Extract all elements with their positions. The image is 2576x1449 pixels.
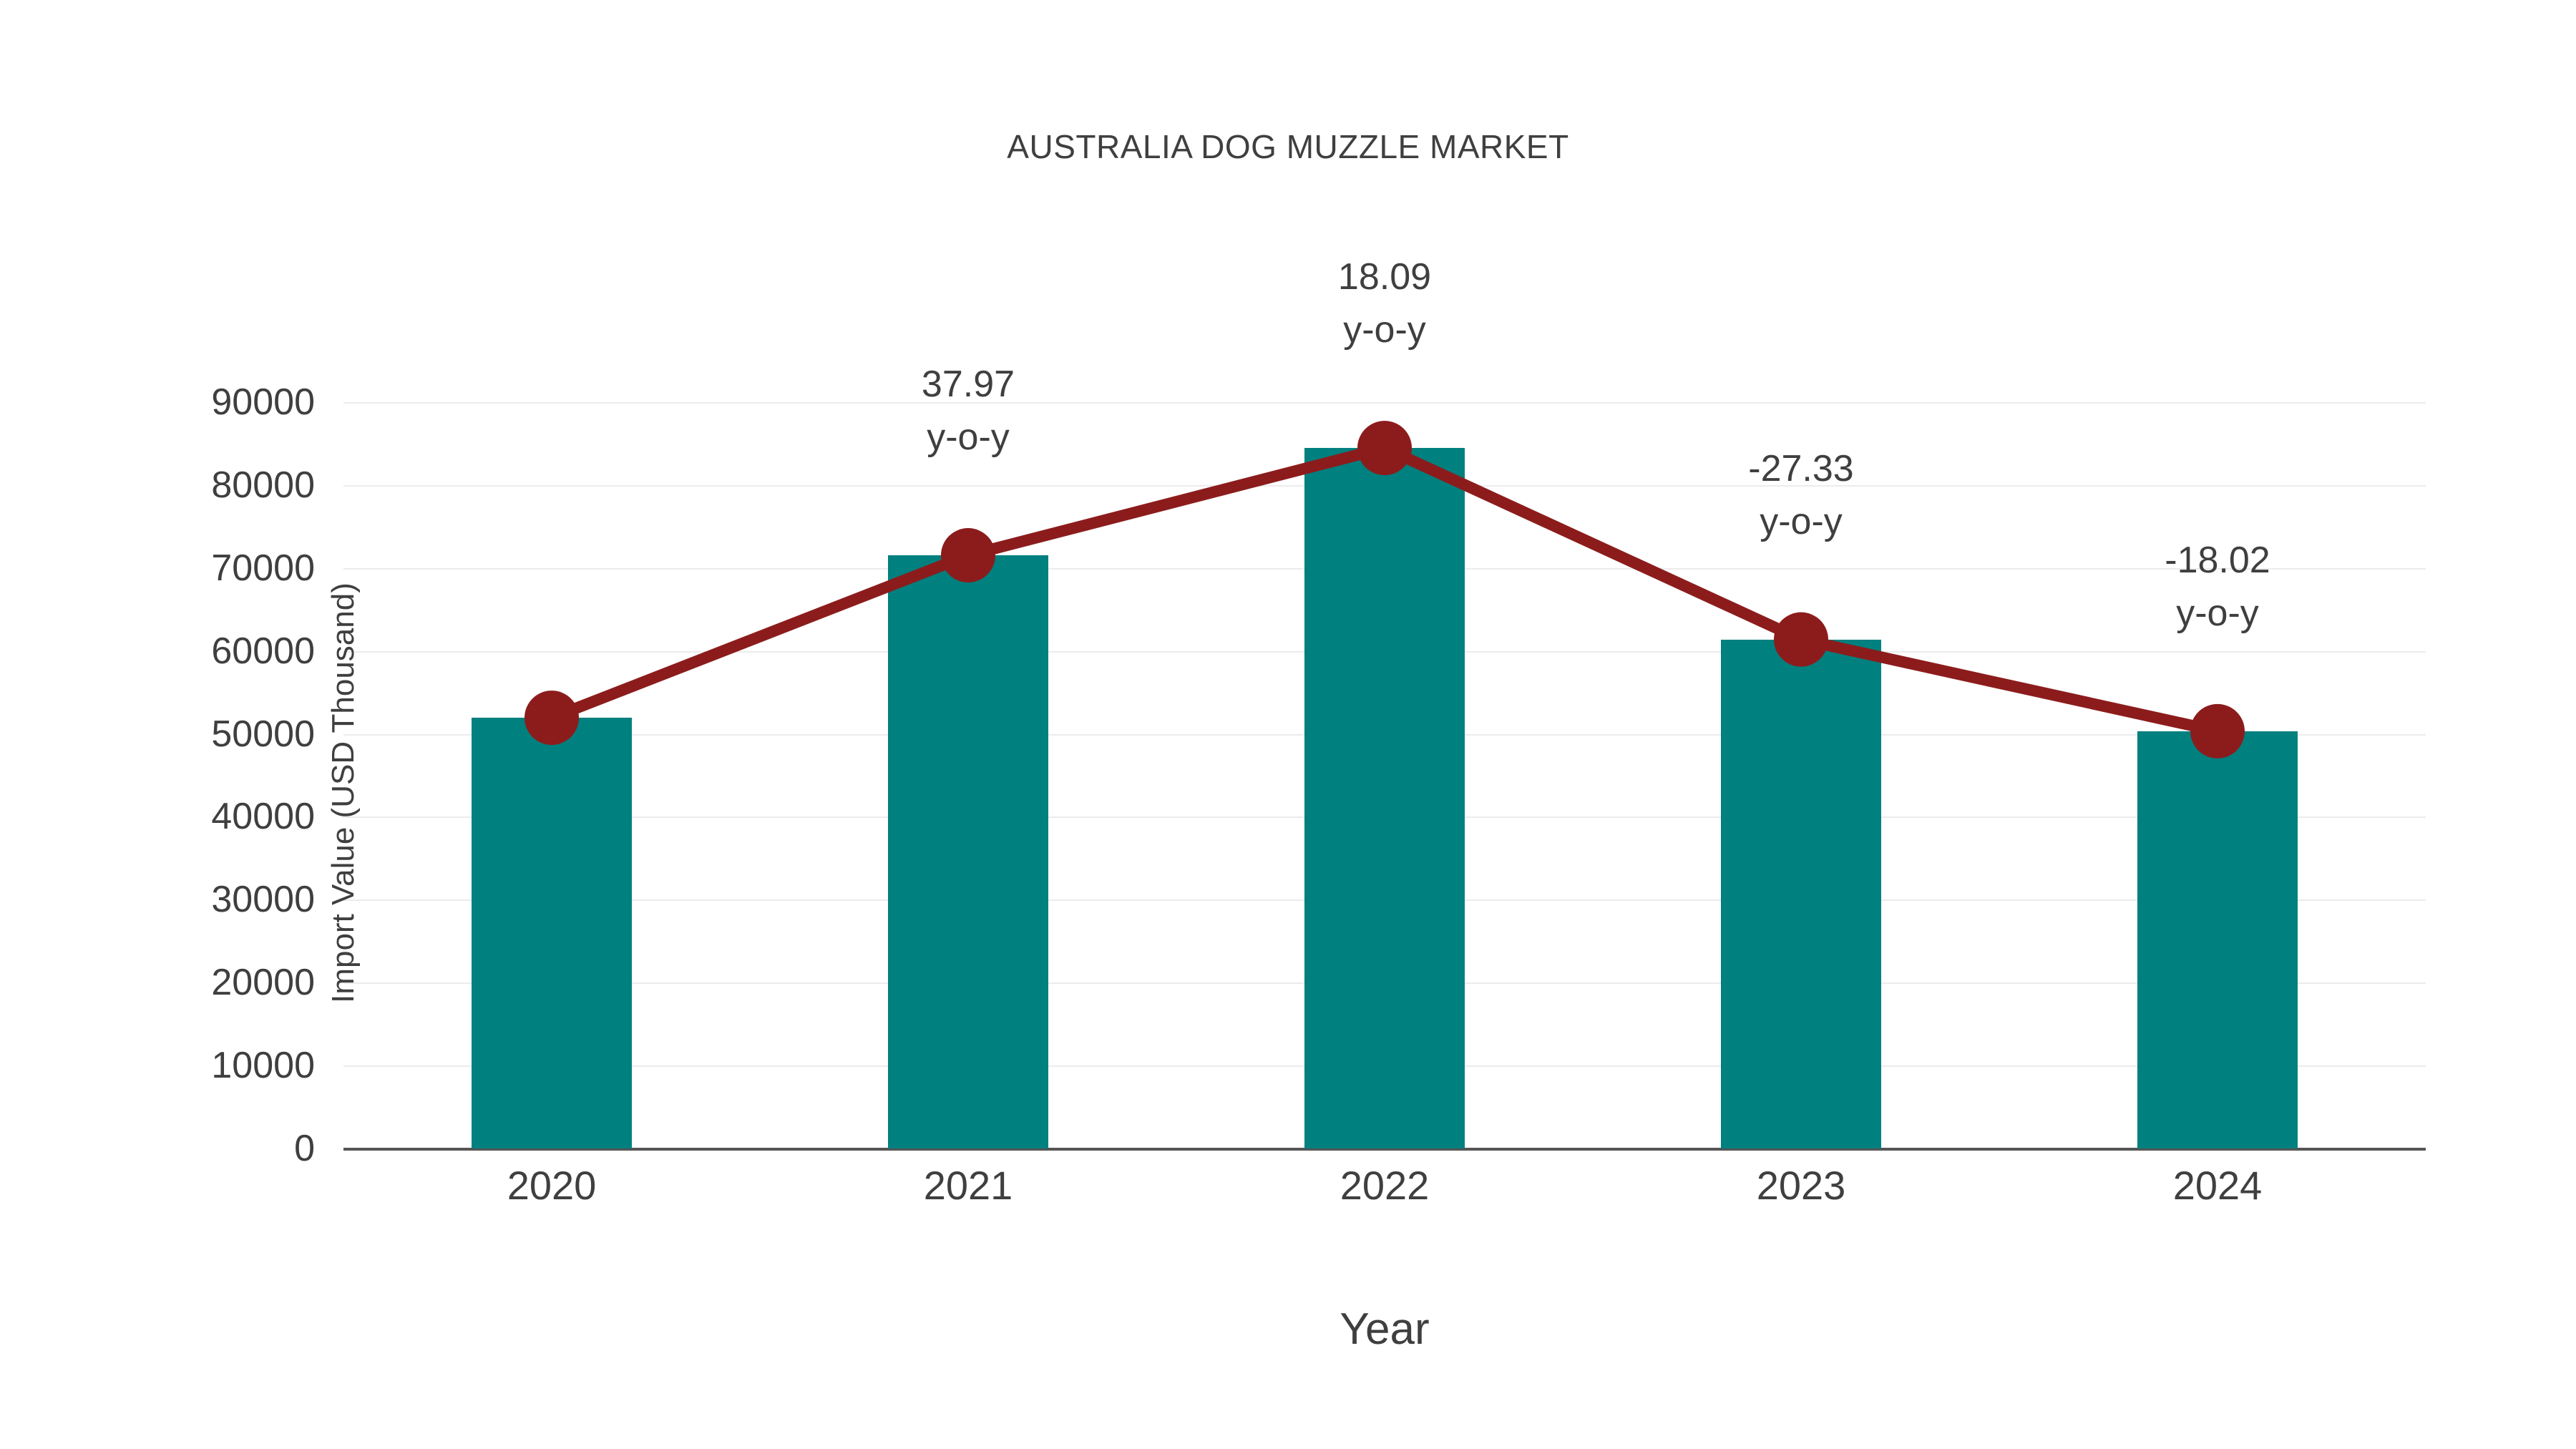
y-axis-tick-label: 40000 xyxy=(211,796,315,838)
yoy-value: -18.02 xyxy=(2165,539,2270,581)
yoy-annotation-2024: -18.02 y-o-y xyxy=(2031,535,2404,640)
bar-2022 xyxy=(1304,448,1465,1148)
y-axis-tick-label: 0 xyxy=(294,1128,315,1169)
yoy-annotation-2023: -27.33 y-o-y xyxy=(1615,443,1987,549)
yoy-unit: y-o-y xyxy=(927,416,1010,458)
gridline xyxy=(343,402,2426,404)
x-axis-tick-label-2024: 2024 xyxy=(2172,1163,2263,1208)
bar-2024 xyxy=(2137,731,2298,1148)
yoy-unit: y-o-y xyxy=(2176,592,2259,634)
x-axis-tick-label-2021: 2021 xyxy=(923,1163,1013,1208)
y-axis-title: Import Value (USD Thousand) xyxy=(326,582,361,1003)
x-axis-title: Year xyxy=(1340,1304,1430,1354)
y-axis-tick-label: 60000 xyxy=(211,630,315,672)
x-axis-line xyxy=(343,1148,2426,1151)
yoy-unit: y-o-y xyxy=(1343,308,1426,351)
yoy-value: 18.09 xyxy=(1337,256,1432,298)
yoy-unit: y-o-y xyxy=(1760,500,1843,542)
y-axis-tick-label: 70000 xyxy=(211,547,315,589)
bar-2020 xyxy=(472,718,632,1148)
yoy-value: -27.33 xyxy=(1748,447,1854,489)
y-axis-tick-label: 10000 xyxy=(211,1045,315,1087)
chart-title: AUSTRALIA DOG MUZZLE MARKET xyxy=(1007,128,1569,165)
x-axis-tick-label-2022: 2022 xyxy=(1340,1163,1430,1208)
bar-2023 xyxy=(1721,639,1881,1148)
y-axis-tick-label: 30000 xyxy=(211,879,315,921)
plot-area: 37.97 y-o-y 18.09 y-o-y -27.33 y-o-y -18.02 y-o… xyxy=(211,256,2426,1354)
x-axis-tick-label-2023: 2023 xyxy=(1756,1163,1846,1208)
y-axis-tick-label: 50000 xyxy=(211,713,315,755)
y-axis-tick-label: 20000 xyxy=(211,962,315,1004)
y-axis-tick-label: 90000 xyxy=(211,381,315,423)
yoy-annotation-2022: 18.09 y-o-y xyxy=(1199,251,1571,357)
y-axis-tick-label: 80000 xyxy=(211,464,315,506)
bar-2021 xyxy=(888,555,1048,1148)
yoy-value: 37.97 xyxy=(921,364,1015,406)
yoy-annotation-2021: 37.97 y-o-y xyxy=(782,358,1154,464)
x-axis-tick-label-2020: 2020 xyxy=(507,1163,597,1208)
